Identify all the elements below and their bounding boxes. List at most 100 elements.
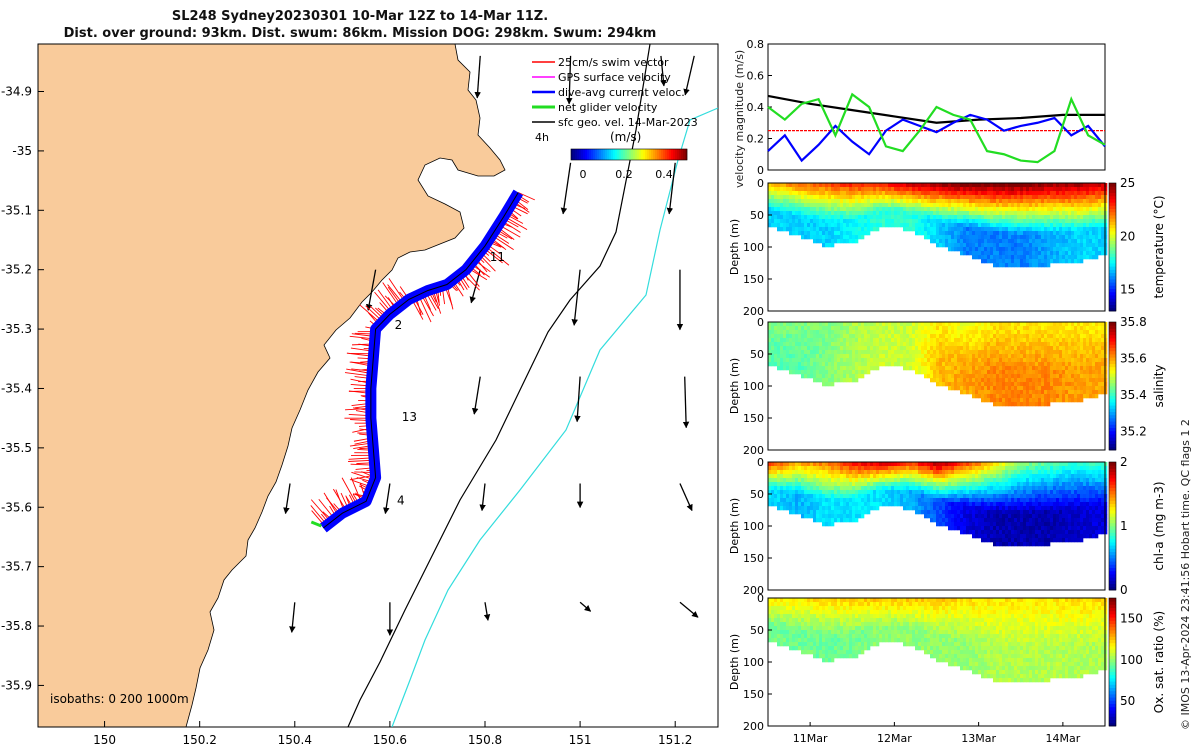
map-x-tick-5: 151 <box>569 733 592 747</box>
map-y-tick-5: -35.4 <box>1 381 32 395</box>
sect0-cbar-tick-1: 20 <box>1120 229 1135 243</box>
legend-geo: sfc geo. vel. 14-Mar-2023 <box>558 116 698 129</box>
time-tick-3: 14Mar <box>1045 732 1080 745</box>
map-y-tick-2: -35.1 <box>1 203 32 217</box>
map-y-axis: -34.9 -35 -35.1 -35.2 -35.3 -35.4 -35.5 -35.6 -3… <box>1 85 44 692</box>
sect2-y-tick-0: 0 <box>757 456 764 469</box>
sect1-y-tick-2: 100 <box>743 380 764 393</box>
vel-y-tick-1: 0.2 <box>747 133 765 146</box>
map-x-axis: 150 150.2 150.4 150.6 150.8 151 151.2 <box>93 721 692 747</box>
sect2-y-tick-1: 50 <box>750 488 764 501</box>
map-frame <box>37 43 719 728</box>
sect1-y-tick-3: 150 <box>743 412 764 425</box>
sect1-cbar-tick-0: 35.2 <box>1120 425 1147 439</box>
section-chl-a: 0 50 100 150 200 Depth (m) 0 1 2 chl-a (mg m-3) <box>728 455 1166 597</box>
section-salinity: 0 50 100 150 200 Depth (m) 35.2 35.4 35.6 35.8 sal… <box>728 315 1166 457</box>
sect1-cbar-tick-2: 35.6 <box>1120 352 1147 366</box>
day-label-0: 11 <box>490 250 505 264</box>
velocity-ylabel: velocity magnitude (m/s) <box>733 49 746 188</box>
colorbar-tick-0: 0 <box>580 168 587 181</box>
sect3-y-tick-4: 200 <box>743 720 764 733</box>
section-temperature: 0 50 100 150 200 Depth (m) 15 20 25 temperature (… <box>728 176 1166 318</box>
sect0-y-tick-2: 100 <box>743 241 764 254</box>
time-axis: 11Mar 12Mar 13Mar 14Mar <box>793 722 1081 745</box>
geo-vector-6 <box>365 269 377 311</box>
time-tick-0: 11Mar <box>793 732 828 745</box>
legend-dive: dive-avg current veloc. <box>558 86 685 99</box>
day-label-2: 13 <box>402 410 417 424</box>
sect2-y-tick-3: 150 <box>743 552 764 565</box>
map-x-tick-2: 150.4 <box>278 733 312 747</box>
sect2-y-tick-2: 100 <box>743 520 764 533</box>
day-label-3: 4 <box>397 493 405 507</box>
geo-vector-2 <box>660 55 667 87</box>
sect3-y-tick-2: 100 <box>743 656 764 669</box>
sect3-cbar-tick-2: 150 <box>1120 612 1143 626</box>
map-x-tick-3: 150.6 <box>373 733 407 747</box>
day-label-1: 2 <box>395 318 403 332</box>
net-glider-velocity <box>310 520 322 528</box>
isobath-200m <box>347 44 651 727</box>
geo-vector-22 <box>679 601 699 618</box>
sfc-geo-vectors <box>283 55 699 636</box>
map-y-tick-9: -35.8 <box>1 619 32 633</box>
sect0-cbar-label: temperature (°C) <box>1152 196 1166 299</box>
sect1-y-tick-1: 50 <box>750 348 764 361</box>
sect0-cbar-tick-0: 15 <box>1120 283 1135 297</box>
title-line-2: Dist. over ground: 93km. Dist. swum: 86k… <box>63 26 657 41</box>
sect2-cbar-label: chl-a (mg m-3) <box>1152 481 1166 570</box>
map-y-tick-4: -35.3 <box>1 322 32 336</box>
swim-vector <box>518 192 535 201</box>
geo-vector-5 <box>666 162 676 215</box>
legend-net: net glider velocity <box>558 101 658 114</box>
sect2-cbar-tick-1: 1 <box>1120 519 1128 533</box>
map-y-tick-3: -35.2 <box>1 263 32 277</box>
legend-time-label: 4h <box>535 131 549 144</box>
sect2-ylabel: Depth (m) <box>728 498 741 554</box>
geo-vector-3 <box>683 55 695 96</box>
legend-swim: 25cm/s swim vector <box>558 56 669 69</box>
geo-vector-10 <box>471 376 481 415</box>
sect2-y-tick-4: 200 <box>743 584 764 597</box>
sect0-y-tick-0: 0 <box>757 177 764 190</box>
geo-vector-8 <box>571 269 581 326</box>
legend-gps: GPS surface velocity <box>558 71 671 84</box>
map-x-tick-1: 150.2 <box>182 733 216 747</box>
geo-vector-15 <box>479 483 486 512</box>
vel-series-2 <box>767 113 1106 163</box>
sect2-cbar-tick-0: 0 <box>1120 583 1128 597</box>
sect0-ylabel: Depth (m) <box>728 219 741 275</box>
map-y-tick-10: -35.9 <box>1 678 32 692</box>
title-line-1: SL248 Sydney20230301 10-Mar 12Z to 14-Ma… <box>171 9 549 24</box>
footer-credit: © IMOS 13-Apr-2024 23:41:56 Hobart time.… <box>1179 419 1192 730</box>
section-oxygen-saturation: 0 50 100 150 200 Depth (m) 50 100 150 Ox. sat. ra… <box>728 592 1166 733</box>
geo-vector-14 <box>383 483 391 515</box>
geo-vector-12 <box>682 376 690 429</box>
isobaths-label: isobaths: 0 200 1000m <box>50 692 189 706</box>
sect3-y-tick-3: 150 <box>743 688 764 701</box>
map-x-tick-4: 150.8 <box>468 733 502 747</box>
time-tick-1: 12Mar <box>877 732 912 745</box>
sect0-y-tick-3: 150 <box>743 273 764 286</box>
geo-vector-13 <box>283 483 291 515</box>
sect3-y-tick-1: 50 <box>750 624 764 637</box>
sect1-y-tick-4: 200 <box>743 444 764 457</box>
geo-vector-4 <box>560 162 572 215</box>
sect3-y-tick-0: 0 <box>757 592 764 605</box>
geo-vector-21 <box>579 601 592 612</box>
colorbar-label: (m/s) <box>610 130 641 144</box>
sect1-cbar-tick-1: 35.4 <box>1120 388 1147 402</box>
glider-track <box>310 189 535 533</box>
track-line <box>323 192 519 529</box>
sect2-cbar-tick-2: 2 <box>1120 455 1128 469</box>
colorbar-tick-1: 0.2 <box>615 168 633 181</box>
sect0-y-tick-4: 200 <box>743 305 764 318</box>
time-tick-2: 13Mar <box>961 732 996 745</box>
geo-vector-1 <box>566 55 573 105</box>
sect1-ylabel: Depth (m) <box>728 358 741 414</box>
map-y-tick-6: -35.5 <box>1 441 32 455</box>
sect0-cbar-tick-2: 25 <box>1120 176 1135 190</box>
sect3-cbar-label: Ox. sat. ratio (%) <box>1152 611 1166 713</box>
sect0-y-tick-1: 50 <box>750 209 764 222</box>
